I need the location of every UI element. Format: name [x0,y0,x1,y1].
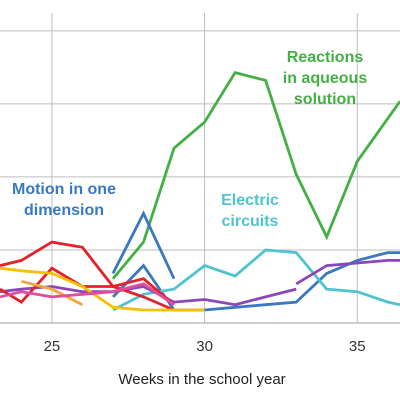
series-line [0,266,205,312]
annotations: Reactions in aqueous solution Motion in one… [12,49,367,230]
annotation-reactions: solution [294,91,356,108]
x-tick-label: 35 [349,338,366,355]
series-line [111,210,176,280]
x-axis-label: Weeks in the school year [118,371,285,388]
series-line [21,279,84,306]
grid [0,13,400,324]
x-tick-label: 25 [44,338,61,355]
x-tick-label: 30 [196,338,213,355]
series-line [0,282,175,306]
series-line [174,251,400,312]
annotation-reactions: in aqueous [283,70,368,87]
series-layer [0,70,400,312]
annotation-reactions: Reactions [287,49,364,66]
x-ticks: 25 30 35 [44,338,366,355]
series-line [0,240,175,306]
series-line [295,258,400,286]
series-line [112,248,400,312]
annotation-motion: Motion in one [12,181,116,198]
annotation-electric: Electric [221,192,279,209]
series-line [111,70,400,280]
annotation-motion: dimension [24,202,104,219]
annotation-electric: circuits [222,213,279,230]
